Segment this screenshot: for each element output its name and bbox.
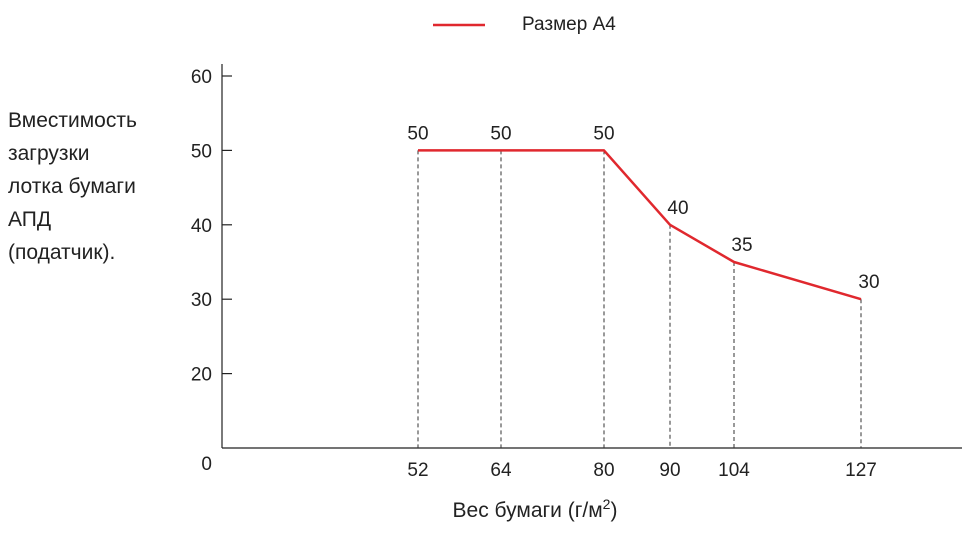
data-labels: 50 50 50 40 35 30: [407, 123, 879, 293]
y-axis-title: Вместимость загрузки лотка бумаги АПД (п…: [8, 104, 137, 269]
y-tick-label: 40: [191, 216, 212, 237]
data-label: 50: [407, 123, 428, 144]
x-axis-title: Вес бумаги (г/м2): [0, 496, 970, 523]
data-label: 50: [490, 123, 511, 144]
x-tick-label: 127: [845, 460, 877, 481]
x-axis-title-close: ): [610, 499, 618, 522]
data-label: 35: [731, 235, 752, 256]
y-axis-title-line: (податчик).: [8, 241, 116, 264]
x-tick-label: 64: [490, 460, 512, 481]
series-layer: [417, 149, 862, 301]
y-tick-label: 30: [191, 290, 212, 311]
y-axis-title-line: загрузки: [8, 142, 90, 165]
data-label: 40: [667, 198, 688, 219]
data-label: 30: [858, 272, 879, 293]
y-tick-label: 60: [191, 67, 212, 88]
x-tick-label: 90: [659, 460, 680, 481]
x-ticks: 52 64 80 90 104 127: [407, 460, 876, 481]
data-label: 50: [593, 123, 614, 144]
drop-lines: [417, 150, 862, 448]
y-axis-title-line: АПД: [8, 208, 52, 231]
y-axis-title-line: лотка бумаги: [8, 175, 136, 198]
y-tick-label: 0: [201, 454, 212, 475]
y-tick-label: 20: [191, 365, 212, 386]
series-line-a4: [418, 149, 862, 301]
y-ticks: 0 20 30 40 50 60: [191, 67, 232, 475]
y-axis-title-line: Вместимость: [8, 109, 137, 132]
x-axis-title-text: Вес бумаги (г/м: [452, 499, 603, 522]
x-tick-label: 52: [407, 460, 428, 481]
legend: Размер A4: [433, 14, 616, 35]
x-tick-label: 80: [593, 460, 614, 481]
y-tick-label: 50: [191, 141, 212, 162]
legend-label: Размер A4: [522, 14, 616, 35]
x-axis-title-superscript: 2: [602, 496, 611, 512]
x-tick-label: 104: [718, 460, 750, 481]
